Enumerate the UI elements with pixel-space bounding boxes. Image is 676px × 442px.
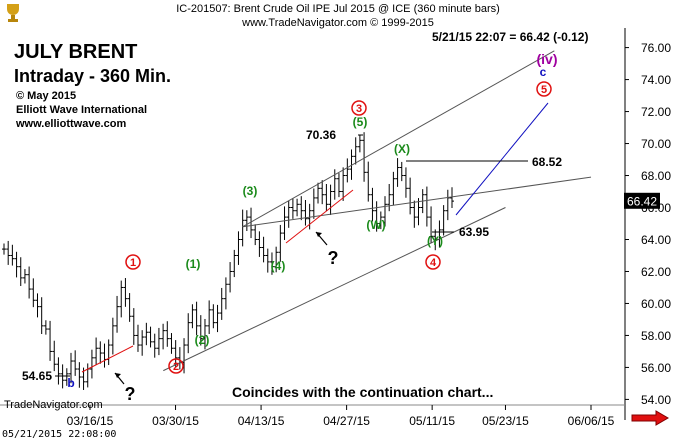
wave-label-green: (5) [353, 115, 368, 129]
wave-circle-label-4: 4 [430, 257, 437, 269]
wave-c-label: c [540, 65, 547, 79]
x-tick-label: 03/30/15 [152, 414, 199, 428]
chart-title: IC-201507: Brent Crude Oil IPE Jul 2015 … [176, 3, 500, 15]
y-tick-label: 64.00 [641, 233, 671, 247]
y-tick-label: 58.00 [641, 329, 671, 343]
credit-org: Elliott Wave International [16, 104, 147, 116]
x-tick-label: 06/06/15 [568, 414, 615, 428]
price-level-label: 54.65 [22, 369, 52, 383]
x-tick-label: 05/11/15 [409, 414, 455, 428]
wave-circle-1 [125, 254, 141, 270]
y-tick-label: 54.00 [641, 393, 671, 407]
last-price-label: 66.42 [627, 194, 657, 208]
wave-circle-label-5: 5 [541, 84, 547, 96]
x-tick-label: 03/16/15 [67, 414, 114, 428]
trophy-logo-icon [2, 1, 24, 23]
y-tick-label: 76.00 [641, 41, 671, 55]
brand-label: TradeNavigator.com [4, 399, 103, 411]
pointer-arrowhead-2 [316, 232, 322, 237]
right-arrow-icon[interactable] [630, 410, 670, 426]
wave-b-label: b [67, 376, 74, 390]
x-tick-label: 05/23/15 [482, 414, 529, 428]
wave-circle-5 [536, 81, 552, 97]
x-tick-label: 04/13/15 [238, 414, 285, 428]
price-level-label: 70.36 [306, 128, 336, 142]
upper-channel [242, 176, 592, 228]
wave-label-green: (4) [271, 259, 286, 273]
wave-circle-3 [351, 100, 367, 116]
price-level-label: 68.52 [532, 155, 562, 169]
copyright-line: www.TradeNavigator.com © 1999-2015 [242, 17, 434, 29]
last-price-box [624, 192, 660, 209]
headline-symbol: JULY BRENT [14, 41, 138, 63]
wave-circle-4 [425, 254, 441, 270]
wave-circle-2 [168, 358, 184, 374]
y-tick-label: 74.00 [641, 73, 671, 87]
mid-channel [242, 50, 555, 228]
y-tick-label: 56.00 [641, 361, 671, 375]
wave-circle-label-2: 2 [173, 361, 179, 373]
wave-label-green: (2) [195, 333, 210, 347]
wave-circle-label-3: 3 [356, 103, 362, 115]
wave-label-green: (Y) [427, 234, 443, 248]
y-tick-label: 68.00 [641, 169, 671, 183]
question-mark: ? [125, 384, 136, 404]
wave-label-green: (W) [366, 218, 385, 232]
y-tick-label: 60.00 [641, 297, 671, 311]
red-trendline-2 [285, 189, 354, 244]
headline-interval: Intraday - 360 Min. [14, 66, 172, 86]
red-trendline-1 [81, 345, 134, 373]
y-tick-label: 72.00 [641, 105, 671, 119]
question-mark: ? [328, 248, 339, 268]
x-tick-label: 04/27/15 [323, 414, 370, 428]
credit-url: www.elliottwave.com [16, 118, 127, 130]
y-tick-label: 70.00 [641, 137, 671, 151]
wave-circle-label-1: 1 [130, 257, 136, 269]
pointer-arrowhead-1 [115, 373, 121, 378]
timestamp: 05/21/2015 22:08:00 [2, 429, 117, 440]
wave-label-green: (X) [394, 142, 410, 156]
price-level-label: 63.95 [459, 225, 489, 239]
projection-line [455, 102, 549, 216]
wave-iv-label: (iv) [537, 51, 558, 67]
wave-label-green: (1) [186, 257, 201, 271]
credit-copyright: © May 2015 [16, 90, 77, 102]
lower-channel [163, 207, 506, 372]
footer-note: Coincides with the continuation chart... [232, 384, 494, 400]
price-readout: 5/21/15 22:07 = 66.42 (-0.12) [432, 30, 589, 44]
wave-label-green: (3) [243, 184, 258, 198]
y-tick-label: 62.00 [641, 265, 671, 279]
